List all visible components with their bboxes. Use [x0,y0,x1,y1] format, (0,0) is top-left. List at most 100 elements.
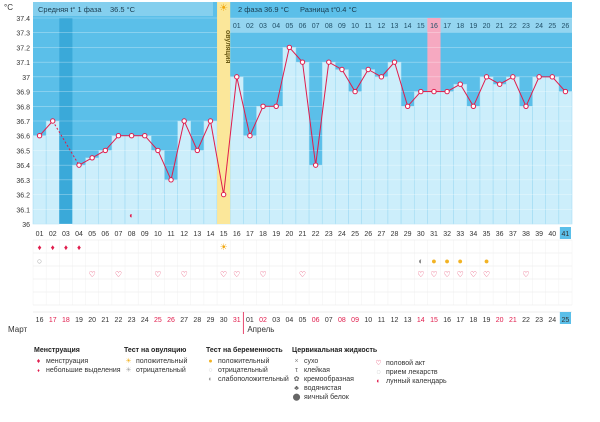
temperature-line [275,47,290,107]
top-day-label: 09 [338,23,346,30]
y-tick-label: 37.4 [16,16,30,23]
egg-white-icon: ⬤ [292,394,301,401]
date-label: 17 [456,317,464,324]
pregnancy-positive-icon: ● [208,358,213,365]
legend-item: отрицательный [136,367,186,374]
cycle-day-label: 25 [351,231,359,238]
date-label: 16 [443,317,451,324]
temperature-bar [492,83,507,225]
top-day-label: 22 [509,23,517,30]
temperature-point [536,74,542,80]
temperature-bar [348,91,362,225]
legend-item: отрицательный [218,367,268,374]
legend-item: прием лекарств [386,369,438,376]
temperature-line [288,47,303,63]
current-day-highlight [559,227,571,239]
date-label: 06 [312,317,320,324]
temperature-line [341,69,356,92]
sun-icon: ☀ [220,242,228,252]
y-tick-label: 36 [22,222,30,229]
y-tick-label: 37.2 [16,45,30,52]
date-label: 16 [36,317,44,324]
moon-icon: ◐ [129,211,134,220]
date-label: 29 [207,317,215,324]
legend-other: ♡ половой акт ◌ прием лекарств ◐ лунный кал… [374,359,447,386]
date-label: 09 [351,317,359,324]
temperature-point [562,88,569,95]
heart-icon: ♡ [89,270,96,279]
date-label: 18 [470,317,478,324]
temperature-line [236,76,251,136]
legend-item: лунный календарь [386,378,447,385]
date-label: 07 [325,317,333,324]
top-day-label: 07 [312,23,320,30]
temperature-point [378,74,385,80]
date-label: 21 [101,317,109,324]
temperature-point [286,44,293,51]
cycle-day-label: 01 [36,231,44,238]
y-tick-label: 37.1 [16,60,30,67]
top-day-label: 04 [272,23,280,30]
top-day-label: 12 [377,23,385,30]
heart-icon: ♡ [154,270,161,279]
temperature-bar [413,91,428,225]
cycle-day-label: 18 [259,231,267,238]
temperature-line [144,135,159,151]
temperature-line [394,62,409,107]
sun-gray-icon: ☀ [125,367,132,374]
cycle-day-label: 17 [246,231,254,238]
temperature-point [483,74,490,80]
date-label: 21 [509,317,517,324]
cycle-day-label: 31 [430,231,438,238]
temperature-bar [295,61,310,225]
date-label: 05 [299,317,307,324]
temperature-line [551,76,566,92]
cycle-day-label: 36 [496,231,504,238]
date-label: 04 [285,317,293,324]
top-day-label: 15 [417,23,425,30]
temperature-point [247,133,253,139]
legend-menstruation-title: Менструация [34,347,80,354]
pregnancy-weak-icon: ◐ [418,256,423,266]
pregnancy-positive-icon: ● [458,256,463,266]
date-label: 23 [128,317,136,324]
temperature-line [170,120,185,180]
sun-icon: ☀ [125,358,132,365]
temperature-bar [45,120,60,225]
legend-item: менструация [46,358,89,365]
temperature-point [260,103,266,109]
date-label: 15 [430,317,438,324]
temperature-point [352,88,358,95]
y-tick-label: 36.4 [16,163,30,170]
temperature-point [181,118,187,124]
temperature-point [365,66,371,73]
y-tick-label: 37 [22,75,30,82]
top-day-label: 06 [299,23,307,30]
temperature-point [339,66,345,73]
cycle-day-label: 13 [193,231,201,238]
y-tick-label: 36.2 [16,193,30,200]
sticky-icon: τ [295,367,298,374]
date-label: 25 [154,317,162,324]
cycle-day-label: 05 [88,231,96,238]
cycle-day-label: 02 [49,231,57,238]
heart-icon: ♡ [181,270,188,279]
top-day-label: 21 [496,23,504,30]
cycle-day-label: 39 [535,231,543,238]
heart-icon: ♡ [470,270,477,279]
cycle-day-label: 40 [548,231,556,238]
moon-icon: ◐ [376,378,381,385]
legend-ovulation-title: Тест на овуляцию [124,347,187,354]
temperature-point [50,118,56,124]
heart-icon: ♡ [417,270,424,279]
top-day-label: 14 [404,23,412,30]
y-tick-label: 36.7 [16,119,30,126]
temperature-line [472,76,488,107]
date-label: 19 [483,317,491,324]
cycle-day-label: 22 [312,231,320,238]
cycle-day-label: 41 [562,231,570,238]
cycle-day-label: 28 [391,231,399,238]
y-tick-label: 37.3 [16,31,30,38]
heart-icon: ♡ [522,270,529,279]
date-label: 22 [522,317,530,324]
